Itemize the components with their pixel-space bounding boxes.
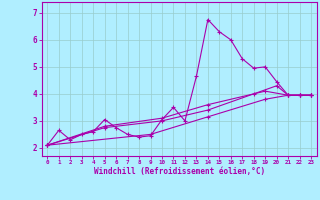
X-axis label: Windchill (Refroidissement éolien,°C): Windchill (Refroidissement éolien,°C): [94, 167, 265, 176]
